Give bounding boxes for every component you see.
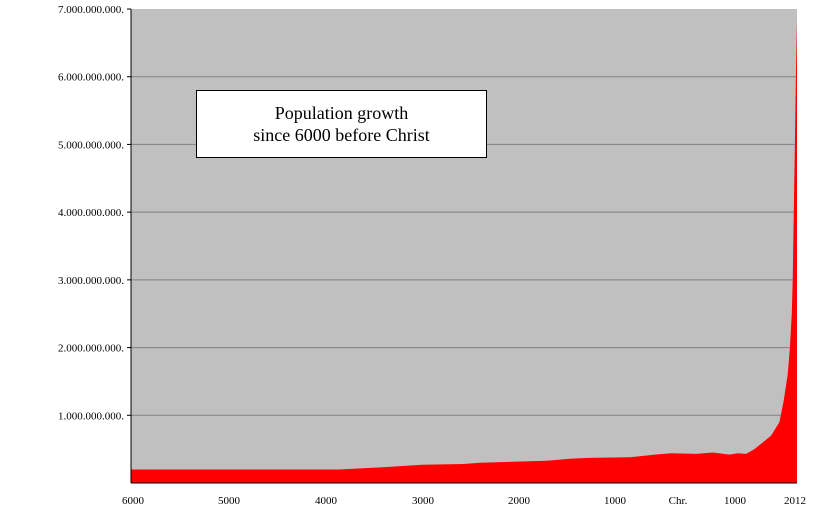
x-tick-label: 3000: [412, 495, 435, 507]
y-tick-labels: 1.000.000.000. 2.000.000.000. 3.000.000.00…: [58, 4, 131, 422]
x-tick-label: 6000: [122, 495, 145, 507]
x-tick-label: 5000: [218, 495, 241, 507]
x-tick-label: 1000: [724, 495, 747, 507]
plot-area: [131, 9, 797, 483]
y-tick-label: 6.000.000.000.: [58, 72, 124, 84]
y-tick-label: 1.000.000.000.: [58, 410, 124, 422]
y-tick-label: 4.000.000.000.: [58, 207, 124, 219]
x-tick-label: Chr.: [669, 495, 688, 507]
x-tick-labels: 6000 5000 4000 3000 2000 1000 Chr. 1000 2012: [122, 495, 806, 507]
x-tick-label: 2012: [784, 495, 806, 507]
chart-title-line-2: since 6000 before Christ: [253, 125, 430, 145]
x-tick-label: 1000: [604, 495, 627, 507]
axes: [130, 9, 797, 484]
y-tick-label: 7.000.000.000.: [58, 4, 124, 16]
x-tick-label: 2000: [508, 495, 531, 507]
chart-title-box: Population growth since 6000 before Chri…: [196, 90, 487, 158]
y-tick-label: 2.000.000.000.: [58, 343, 124, 355]
chart-title-line-1: Population growth: [274, 103, 409, 123]
y-tick-label: 3.000.000.000.: [58, 275, 124, 287]
y-tick-label: 5.000.000.000.: [58, 139, 124, 151]
x-tick-label: 4000: [315, 495, 338, 507]
